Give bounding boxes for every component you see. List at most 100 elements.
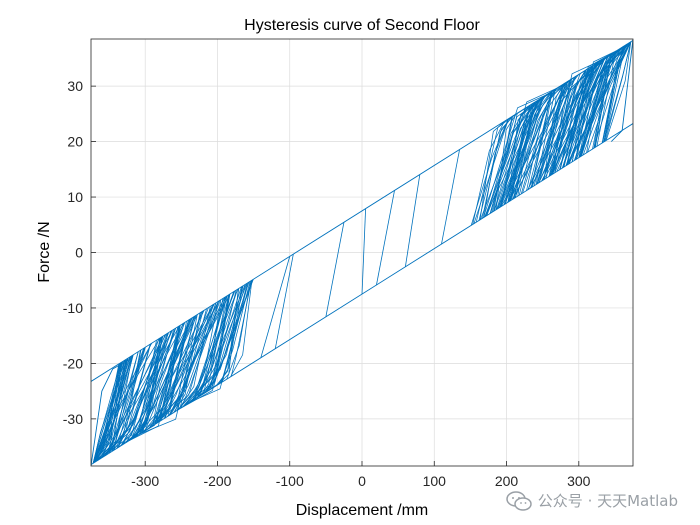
loop-branch-left bbox=[99, 333, 168, 460]
loop-branch-right bbox=[567, 62, 598, 165]
loop-branch-left bbox=[141, 336, 163, 434]
loop-branch-left bbox=[158, 297, 226, 423]
loop-branch-right bbox=[480, 99, 539, 220]
loop-branch-right bbox=[515, 98, 540, 198]
x-tick-label: 200 bbox=[495, 473, 519, 489]
loop-branch-left bbox=[125, 337, 162, 443]
y-tick-label: 30 bbox=[67, 78, 83, 94]
loop-branch-left bbox=[183, 290, 237, 407]
loop-branch-right bbox=[493, 87, 558, 212]
loop-branch-left bbox=[117, 344, 151, 449]
loop-branch-middle bbox=[404, 174, 421, 267]
loop-branch-left bbox=[194, 284, 246, 400]
loop-branch-left bbox=[230, 280, 252, 377]
loop-branch-right bbox=[497, 103, 534, 210]
loop-branch-left bbox=[129, 325, 181, 441]
y-tick-label: 10 bbox=[67, 189, 83, 205]
loop-branch-left bbox=[139, 336, 163, 435]
loop-branch-left bbox=[177, 296, 226, 411]
loop-branch-left bbox=[167, 319, 191, 417]
loop-branch-right bbox=[470, 118, 509, 226]
loop-branch-right bbox=[493, 116, 513, 212]
loop-branch-left bbox=[104, 349, 142, 457]
loop-branch-right bbox=[483, 118, 509, 218]
loop-branch-right bbox=[543, 84, 563, 180]
loop-branch-right bbox=[601, 44, 627, 144]
loop-branch-left bbox=[160, 300, 219, 421]
y-tick-label: -20 bbox=[63, 355, 83, 371]
loop-branch-right bbox=[479, 120, 506, 220]
loop-branch-left bbox=[218, 285, 243, 385]
right-corner-branch bbox=[610, 39, 633, 142]
left-corner-branch bbox=[91, 357, 133, 466]
loop-branch-left bbox=[196, 286, 242, 399]
loop-branch-right bbox=[493, 94, 547, 212]
series-group bbox=[91, 39, 633, 466]
loop-branch-left bbox=[92, 358, 128, 464]
loop-branch-left bbox=[151, 300, 220, 427]
loop-branch-left bbox=[141, 317, 193, 433]
loop-branch-middle bbox=[361, 208, 367, 295]
loop-branch-right bbox=[500, 82, 566, 207]
loop-branch-right bbox=[605, 41, 632, 141]
y-tick-label: -10 bbox=[63, 300, 83, 316]
loop-branch-right bbox=[497, 91, 552, 209]
loop-branch-right bbox=[509, 77, 574, 202]
loop-branch-left bbox=[129, 331, 172, 441]
loop-branch-right bbox=[538, 65, 594, 183]
loop-branch-left bbox=[169, 310, 204, 416]
wechat-icon bbox=[506, 490, 532, 511]
loop-branch-right bbox=[478, 115, 514, 221]
y-axis-label: Force /N bbox=[36, 221, 53, 282]
loop-branch-left bbox=[158, 320, 189, 423]
loop-branch-middle bbox=[274, 254, 294, 349]
watermark: 公众号 · 天天Matlab bbox=[506, 490, 678, 511]
loop-branch-right bbox=[531, 91, 553, 188]
loop-branch-middle bbox=[441, 149, 460, 245]
loop-branch-middle bbox=[325, 222, 345, 317]
loop-branch-right bbox=[472, 121, 505, 225]
y-tick-label: -30 bbox=[63, 411, 83, 427]
loop-branch-right bbox=[551, 62, 599, 176]
loop-branch-left bbox=[205, 279, 253, 393]
loop-branch-left bbox=[180, 300, 221, 409]
loop-branch-right bbox=[592, 41, 632, 150]
loop-branch-left bbox=[157, 304, 215, 423]
loop-branch-left bbox=[188, 294, 230, 404]
loop-branch-right bbox=[485, 106, 528, 217]
loop-branch-left bbox=[168, 308, 207, 416]
loop-branch-right bbox=[565, 41, 632, 166]
loop-branch-right bbox=[578, 58, 604, 158]
loop-branch-right bbox=[576, 50, 617, 159]
loop-branch-right bbox=[551, 66, 592, 175]
loop-branch-left bbox=[109, 348, 144, 454]
loop-branch-left bbox=[130, 325, 180, 440]
loop-branch-right bbox=[537, 74, 579, 184]
loop-branch-left bbox=[158, 304, 214, 423]
loop-branch-left bbox=[177, 295, 228, 411]
loop-branch-left bbox=[105, 334, 167, 456]
loop-branch-right bbox=[604, 41, 632, 142]
loop-branch-right bbox=[546, 82, 567, 179]
loop-branch-right bbox=[538, 56, 608, 184]
loop-branch-left bbox=[108, 334, 166, 454]
loop-branch-left bbox=[205, 294, 230, 393]
loop-branch-left bbox=[92, 362, 121, 464]
loop-branch-right bbox=[500, 97, 543, 208]
loop-branch-right bbox=[552, 73, 581, 175]
x-tick-label: -200 bbox=[203, 473, 231, 489]
loop-branch-middle bbox=[376, 190, 395, 286]
x-axis-label: Displacement /mm bbox=[296, 502, 428, 519]
loop-branch-left bbox=[116, 336, 162, 449]
grid bbox=[91, 39, 633, 466]
x-tick-label: 300 bbox=[567, 473, 591, 489]
loop-branch-left bbox=[144, 311, 203, 432]
x-tick-label: 100 bbox=[423, 473, 447, 489]
loop-branch-left bbox=[230, 280, 253, 377]
x-tick-label: 0 bbox=[358, 473, 366, 489]
y-tick-label: 0 bbox=[75, 245, 83, 261]
loop-branch-right bbox=[542, 69, 587, 181]
loop-branch-left bbox=[190, 282, 249, 403]
watermark-text: 公众号 · 天天Matlab bbox=[537, 492, 678, 510]
